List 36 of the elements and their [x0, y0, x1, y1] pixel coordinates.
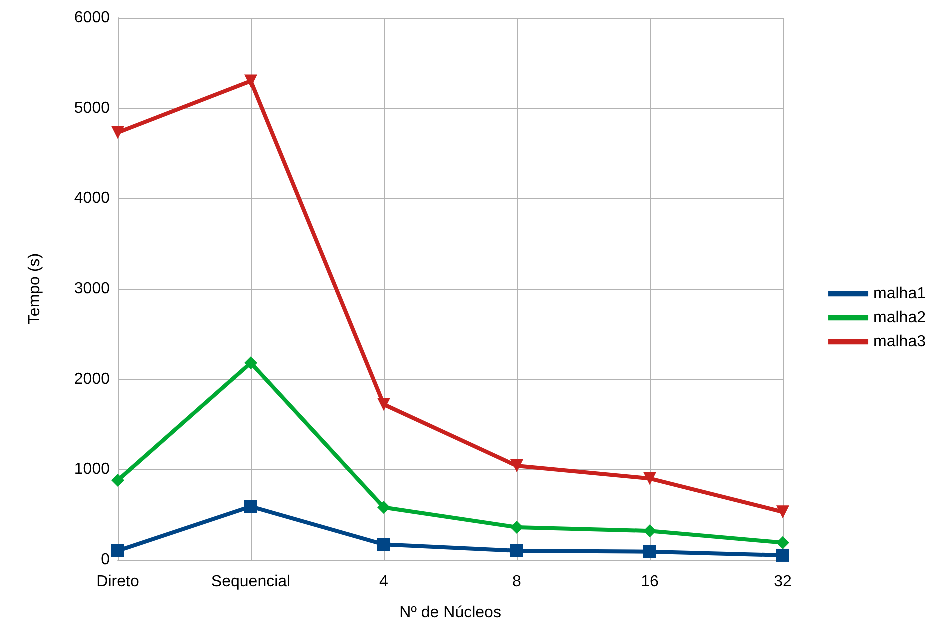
legend-label: malha1: [874, 286, 926, 302]
point: [510, 460, 524, 473]
y-tick-label: 5000: [74, 100, 110, 117]
legend-label: malha3: [874, 334, 926, 350]
x-tick-label: 8: [512, 574, 522, 590]
y-tick-label: 2000: [74, 370, 110, 388]
legend-label: malha2: [874, 310, 926, 326]
point: [644, 545, 656, 558]
point: [644, 524, 656, 538]
point: [644, 472, 656, 486]
point: [776, 506, 790, 519]
y-tick-label: 4000: [74, 190, 110, 208]
x-tick-label: 4: [380, 574, 389, 590]
point: [244, 74, 258, 88]
x-tick-label: 32: [774, 574, 792, 590]
point: [244, 500, 258, 514]
point: [378, 538, 390, 552]
point: [112, 474, 124, 488]
y-tick-label: 0: [101, 552, 110, 568]
point: [776, 548, 790, 562]
x-tick-label: 16: [641, 574, 659, 590]
x-tick-label: Sequencial: [211, 574, 291, 590]
point: [378, 501, 390, 514]
y-tick-label: 1000: [74, 461, 110, 478]
point: [112, 544, 124, 558]
point: [510, 544, 524, 558]
y-tick-label: 6000: [74, 10, 110, 26]
y-tick-label: 3000: [74, 280, 110, 298]
point: [244, 356, 258, 370]
point: [510, 520, 524, 534]
x-tick-label: Direto: [96, 574, 140, 590]
point: [776, 536, 790, 550]
x-axis-title: Nº de Núcleos: [400, 604, 502, 622]
y-axis-title: Tempo (s): [26, 253, 44, 325]
point: [378, 398, 390, 412]
point: [112, 126, 124, 140]
